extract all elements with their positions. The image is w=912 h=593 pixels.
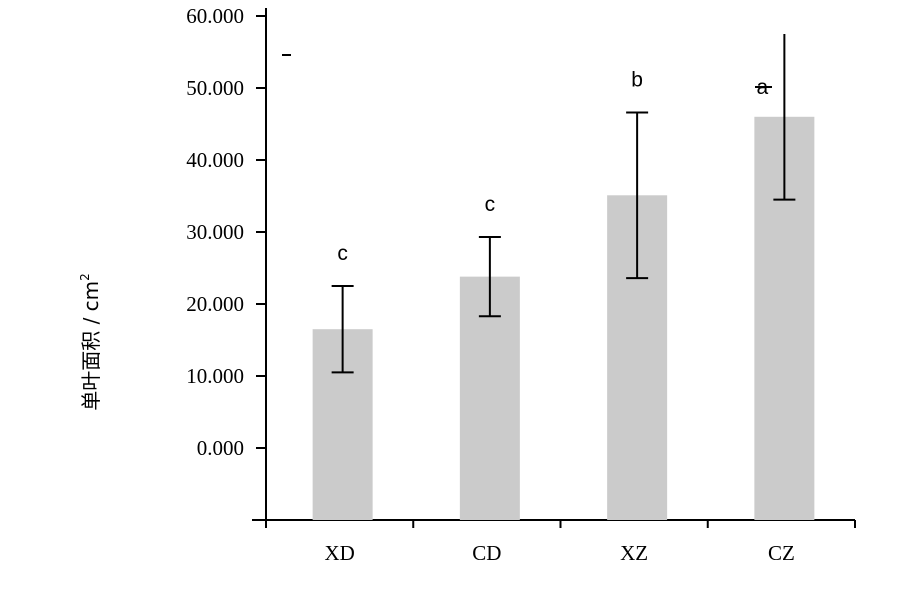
y-tick-label: 50.000	[186, 76, 244, 100]
x-axis: XD CD XZ CZ	[252, 519, 856, 565]
x-category-label: XD	[324, 541, 354, 565]
y-axis-title: 单叶面积 / cm2	[78, 273, 103, 411]
x-category-label: CZ	[768, 541, 795, 565]
y-tick-label: 20.000	[186, 292, 244, 316]
stray-marks	[282, 54, 772, 88]
y-tick-label: 10.000	[186, 364, 244, 388]
y-tick-label: 60.000	[186, 4, 244, 28]
y-tick-label: 30.000	[186, 220, 244, 244]
significance-label: c	[485, 193, 496, 216]
y-tick-label: 0.000	[197, 436, 244, 460]
significance-labels: ccb a	[337, 68, 768, 265]
significance-label: b	[631, 68, 643, 91]
y-axis-title-text: 单叶面积 / cm	[79, 281, 103, 411]
y-axis: 0.000 10.000 20.000 30.000 40.000 50.000 60.00…	[186, 4, 267, 520]
error-bars	[331, 34, 796, 374]
y-axis-title-superscript: 2	[78, 273, 92, 281]
bars	[312, 116, 815, 521]
significance-label: c	[337, 242, 348, 265]
x-category-label: CD	[472, 541, 501, 565]
y-tick-label: 40.000	[186, 148, 244, 172]
x-category-label: XZ	[620, 541, 648, 565]
